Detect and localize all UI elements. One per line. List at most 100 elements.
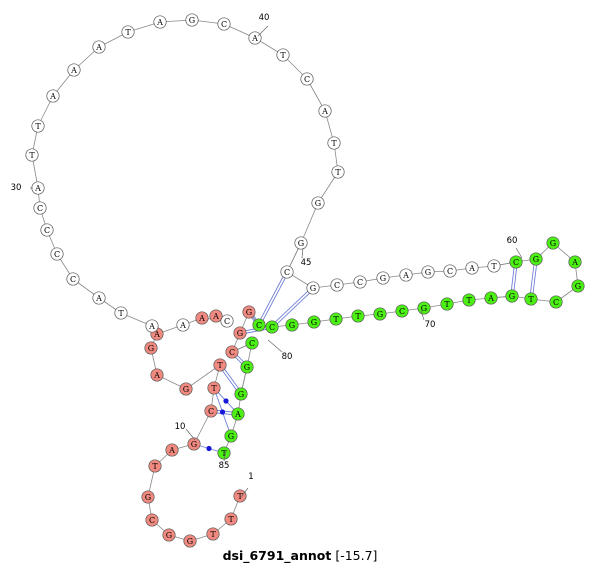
nucleotide-7[interactable]: G xyxy=(141,490,155,504)
nucleotide-circle[interactable] xyxy=(144,341,158,355)
nucleotide-circle[interactable] xyxy=(399,268,413,282)
nucleotide-circle[interactable] xyxy=(165,443,179,457)
nucleotide-circle[interactable] xyxy=(234,387,248,401)
nucleotide-53[interactable]: G xyxy=(421,265,435,279)
nucleotide-circle[interactable] xyxy=(145,319,159,333)
nucleotide-circle[interactable] xyxy=(176,318,190,332)
nucleotide-circle[interactable] xyxy=(546,236,560,250)
nucleotide-circle[interactable] xyxy=(233,489,247,503)
nucleotide-55[interactable]: A xyxy=(465,261,479,275)
nucleotide-50[interactable]: C xyxy=(353,275,367,289)
nucleotide-circle[interactable] xyxy=(276,48,290,62)
nucleotide-13[interactable]: T xyxy=(213,358,227,372)
nucleotide-circle[interactable] xyxy=(195,311,209,325)
nucleotide-18[interactable]: A xyxy=(176,318,190,332)
nucleotide-14[interactable]: G xyxy=(179,382,193,396)
nucleotide-circle[interactable] xyxy=(50,247,64,261)
nucleotide-circle[interactable] xyxy=(306,281,320,295)
nucleotide-25[interactable]: C xyxy=(66,272,80,286)
nucleotide-circle[interactable] xyxy=(231,407,245,421)
nucleotide-circle[interactable] xyxy=(92,291,106,305)
nucleotide-circle[interactable] xyxy=(148,459,162,473)
nucleotide-circle[interactable] xyxy=(187,437,201,451)
nucleotide-69[interactable]: C xyxy=(395,304,409,318)
nucleotide-circle[interactable] xyxy=(252,318,266,332)
nucleotide-circle[interactable] xyxy=(224,512,238,526)
nucleotide-81[interactable]: G xyxy=(240,360,254,374)
nucleotide-27[interactable]: C xyxy=(40,223,54,237)
nucleotide-44[interactable]: T xyxy=(331,165,345,179)
nucleotide-2[interactable]: T xyxy=(224,512,238,526)
nucleotide-circle[interactable] xyxy=(311,196,325,210)
nucleotide-circle[interactable] xyxy=(150,368,164,382)
nucleotide-42[interactable]: A xyxy=(318,104,332,118)
nucleotide-85[interactable]: T xyxy=(217,446,231,460)
nucleotide-9[interactable]: A xyxy=(165,443,179,457)
nucleotide-75[interactable]: C xyxy=(265,320,279,334)
nucleotide-circle[interactable] xyxy=(207,381,221,395)
nucleotide-74[interactable]: G xyxy=(285,318,299,332)
nucleotide-circle[interactable] xyxy=(141,490,155,504)
nucleotide-66[interactable]: T xyxy=(462,293,476,307)
nucleotide-70[interactable]: G xyxy=(373,307,387,321)
nucleotide-62[interactable]: C xyxy=(549,295,563,309)
nucleotide-circle[interactable] xyxy=(484,291,498,305)
nucleotide-circle[interactable] xyxy=(183,534,197,548)
nucleotide-circle[interactable] xyxy=(233,326,247,340)
nucleotide-circle[interactable] xyxy=(162,528,176,542)
nucleotide-12[interactable]: T xyxy=(207,381,221,395)
nucleotide-circle[interactable] xyxy=(465,261,479,275)
nucleotide-circle[interactable] xyxy=(145,513,159,527)
nucleotide-circle[interactable] xyxy=(524,292,538,306)
nucleotide-72[interactable]: T xyxy=(329,312,343,326)
nucleotide-circle[interactable] xyxy=(121,25,135,39)
nucleotide-11[interactable]: C xyxy=(204,404,218,418)
nucleotide-40[interactable]: T xyxy=(276,48,290,62)
nucleotide-57[interactable]: C xyxy=(509,255,523,269)
nucleotide-circle[interactable] xyxy=(509,255,523,269)
nucleotide-28[interactable]: C xyxy=(33,201,47,215)
nucleotide-circle[interactable] xyxy=(318,104,332,118)
nucleotide-8[interactable]: T xyxy=(148,459,162,473)
nucleotide-23[interactable]: T xyxy=(114,306,128,320)
nucleotide-21[interactable]: A xyxy=(209,309,223,323)
nucleotide-circle[interactable] xyxy=(31,119,45,133)
nucleotide-68[interactable]: G xyxy=(417,301,431,315)
nucleotide-circle[interactable] xyxy=(114,306,128,320)
nucleotide-circle[interactable] xyxy=(487,259,501,273)
nucleotide-39[interactable]: A xyxy=(248,31,262,45)
nucleotide-34[interactable]: A xyxy=(92,40,106,54)
nucleotide-78[interactable]: G xyxy=(233,326,247,340)
nucleotide-circle[interactable] xyxy=(353,275,367,289)
nucleotide-84[interactable]: G xyxy=(224,429,238,443)
nucleotide-46[interactable]: G xyxy=(294,236,308,250)
nucleotide-circle[interactable] xyxy=(265,320,279,334)
nucleotide-73[interactable]: G xyxy=(307,315,321,329)
nucleotide-circle[interactable] xyxy=(33,201,47,215)
nucleotide-circle[interactable] xyxy=(395,304,409,318)
nucleotide-circle[interactable] xyxy=(373,307,387,321)
nucleotide-circle[interactable] xyxy=(280,265,294,279)
nucleotide-circle[interactable] xyxy=(329,312,343,326)
nucleotide-circle[interactable] xyxy=(245,336,259,350)
nucleotide-71[interactable]: T xyxy=(351,309,365,323)
nucleotide-26[interactable]: C xyxy=(50,247,64,261)
nucleotide-20[interactable]: C xyxy=(220,314,234,328)
nucleotide-circle[interactable] xyxy=(300,72,314,86)
nucleotide-circle[interactable] xyxy=(351,309,365,323)
nucleotide-64[interactable]: G xyxy=(505,289,519,303)
nucleotide-circle[interactable] xyxy=(92,40,106,54)
nucleotide-32[interactable]: A xyxy=(46,89,60,103)
nucleotide-61[interactable]: G xyxy=(571,279,585,293)
nucleotide-56[interactable]: T xyxy=(487,259,501,273)
nucleotide-circle[interactable] xyxy=(40,223,54,237)
nucleotide-circle[interactable] xyxy=(505,289,519,303)
nucleotide-24[interactable]: A xyxy=(92,291,106,305)
nucleotide-33[interactable]: A xyxy=(67,63,81,77)
nucleotide-36[interactable]: A xyxy=(153,15,167,29)
nucleotide-circle[interactable] xyxy=(46,89,60,103)
nucleotide-circle[interactable] xyxy=(462,293,476,307)
nucleotide-circle[interactable] xyxy=(248,31,262,45)
nucleotide-37[interactable]: G xyxy=(185,13,199,27)
nucleotide-4[interactable]: G xyxy=(183,534,197,548)
